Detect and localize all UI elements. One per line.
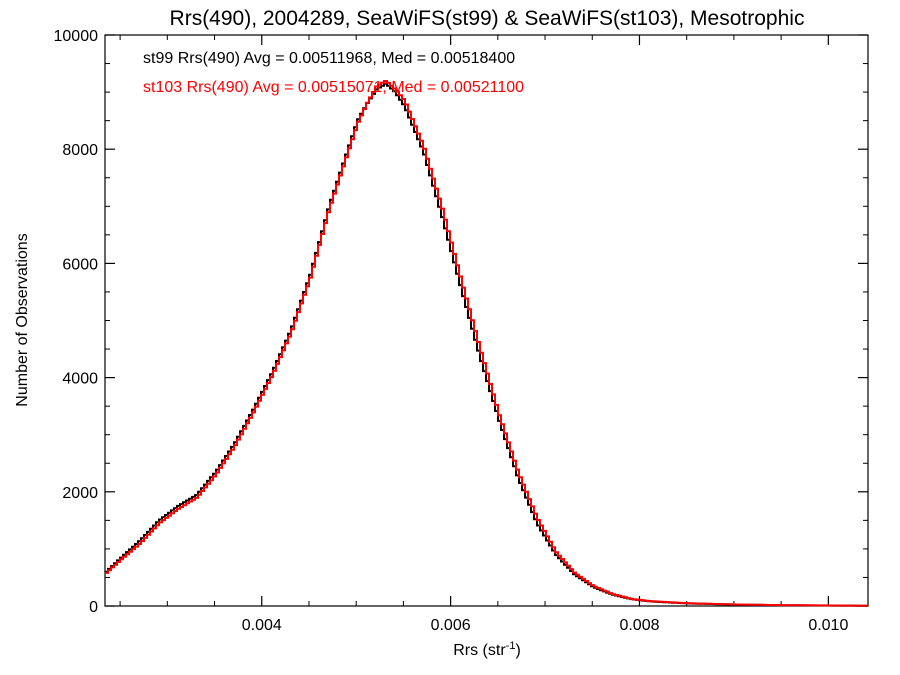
- x-tick-label: 0.010: [808, 617, 848, 634]
- x-axis-label: Rrs (str-1): [453, 640, 521, 659]
- series-1-histogram-line: [105, 80, 867, 607]
- y-tick-label: 8000: [62, 142, 98, 159]
- x-tick-label: 0.008: [619, 617, 659, 634]
- x-axis-label-close: ): [515, 642, 520, 659]
- x-tick-label: 0.006: [431, 617, 471, 634]
- y-tick-label: 0: [89, 599, 98, 616]
- plot-frame: [104, 34, 869, 607]
- y-axis-label: Number of Observations: [14, 233, 31, 406]
- y-tick-label: 4000: [62, 371, 98, 388]
- y-tick-label: 6000: [62, 256, 98, 273]
- chart-title: Rrs(490), 2004289, SeaWiFS(st99) & SeaWi…: [170, 7, 805, 30]
- series-0-histogram-line: [105, 82, 867, 607]
- series-layer: [105, 80, 867, 607]
- annotation-st99: st99 Rrs(490) Avg = 0.00511968, Med = 0.…: [143, 50, 515, 67]
- x-tick-label: 0.004: [242, 617, 282, 634]
- axis-ticks: 0.004 0.006 0.008 0.010 0 2000 4000 6000 8000 100…: [54, 28, 868, 634]
- y-tick-label: 2000: [62, 485, 98, 502]
- x-axis-label-main: Rrs (str: [453, 642, 506, 659]
- x-axis-label-superscript: -1: [506, 640, 516, 652]
- annotation-st103: st103 Rrs(490) Avg = 0.00515071, Med = 0…: [143, 79, 524, 96]
- y-tick-label: 10000: [54, 28, 99, 45]
